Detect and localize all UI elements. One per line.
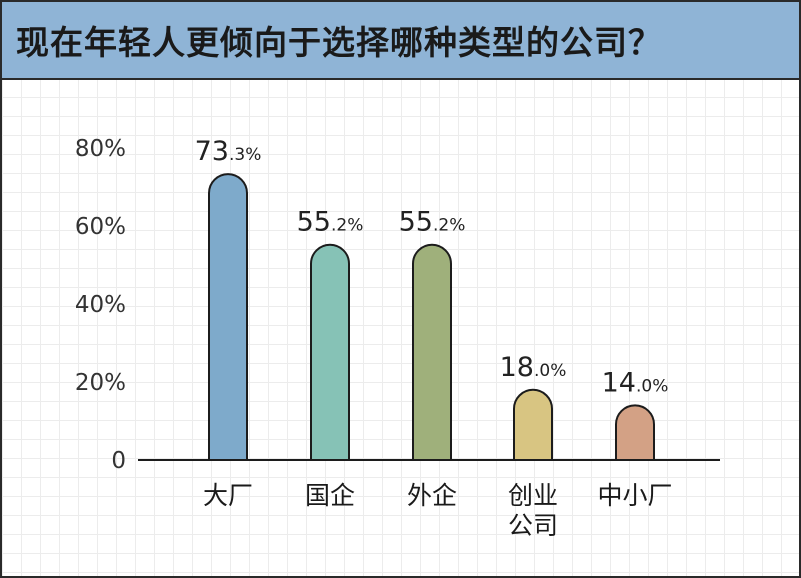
category-label: 创业 bbox=[508, 481, 558, 510]
data-label: 55.2% bbox=[297, 207, 364, 238]
category-label: 大厂 bbox=[203, 481, 253, 510]
data-label: 73.3% bbox=[195, 136, 262, 167]
category-label: 外企 bbox=[407, 481, 457, 510]
bar bbox=[412, 243, 452, 461]
category-label: 公司 bbox=[508, 511, 558, 540]
chart-title: 现在年轻人更倾向于选择哪种类型的公司？ bbox=[16, 23, 662, 62]
category-label: 中小厂 bbox=[597, 481, 672, 510]
data-label: 14.0% bbox=[602, 367, 669, 398]
category-label: 国企 bbox=[305, 481, 355, 510]
data-label: 18.0% bbox=[500, 352, 567, 383]
y-tick-label: 20% bbox=[75, 370, 126, 396]
data-label: 55.2% bbox=[399, 207, 466, 238]
bar bbox=[513, 388, 553, 461]
bar bbox=[310, 243, 350, 461]
bar bbox=[208, 173, 248, 461]
y-tick-label: 80% bbox=[75, 136, 126, 162]
y-tick-label: 0 bbox=[111, 448, 126, 474]
y-tick-label: 40% bbox=[75, 292, 126, 318]
bar bbox=[615, 404, 655, 461]
title-bar: 现在年轻人更倾向于选择哪种类型的公司？ bbox=[2, 2, 799, 80]
y-tick-label: 60% bbox=[75, 214, 126, 240]
